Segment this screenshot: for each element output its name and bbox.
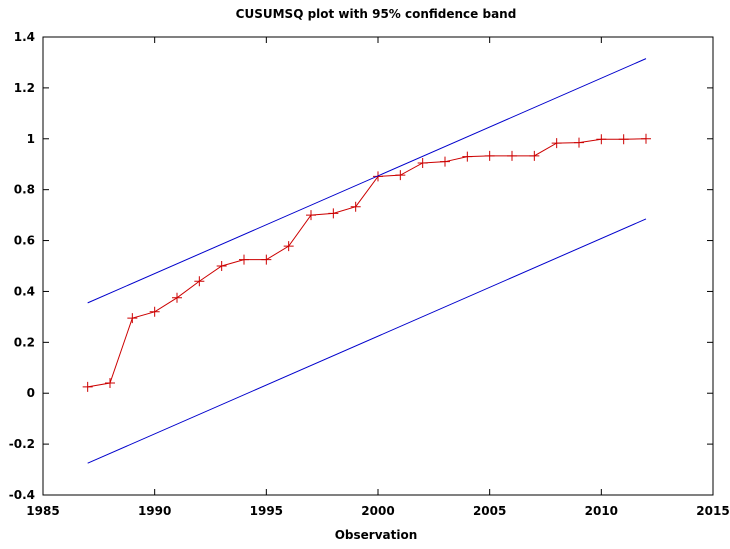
plot-frame <box>42 36 714 496</box>
y-tick-label: 0.2 <box>14 335 35 349</box>
data-point-marker <box>484 150 495 161</box>
data-point-marker <box>82 381 93 392</box>
data-point-marker <box>172 292 182 303</box>
x-tick-label: 1985 <box>26 504 59 518</box>
x-axis-label: Observation <box>335 528 418 542</box>
axis-layer: 1985 1990 1995 2000 2005 2010 2015 -0.4 -0.2 0 0.2… <box>9 30 730 518</box>
lower-confidence-bound-line <box>87 218 647 464</box>
data-point-marker <box>551 138 562 149</box>
y-tick-label: -0.2 <box>9 437 35 451</box>
data-point-marker <box>373 171 383 182</box>
y-tick-label: 0.8 <box>14 183 35 197</box>
y-tick-label: 0 <box>27 386 35 400</box>
data-point-marker <box>105 378 115 389</box>
y-tick-label: 0.6 <box>14 234 35 248</box>
data-point-marker <box>283 241 294 252</box>
data-point-marker <box>395 170 406 181</box>
data-point-marker <box>127 313 138 324</box>
upper-confidence-bound-line <box>87 58 647 304</box>
chart-title: CUSUMSQ plot with 95% confidence band <box>236 7 517 21</box>
data-point-marker <box>596 134 607 145</box>
data-point-marker <box>350 201 361 212</box>
x-tick-label: 2005 <box>473 504 506 518</box>
data-point-marker <box>574 137 584 148</box>
data-point-marker <box>417 157 428 168</box>
data-point-marker <box>462 151 473 162</box>
data-point-marker <box>641 133 651 144</box>
y-tick-label: 1.4 <box>14 30 35 44</box>
data-point-marker <box>440 156 450 167</box>
y-tick-label: 1 <box>27 132 35 146</box>
data-point-marker <box>306 210 316 221</box>
x-tick-label: 2015 <box>696 504 729 518</box>
x-tick-label: 1990 <box>138 504 171 518</box>
data-point-marker <box>328 208 339 219</box>
y-tick-label: 0.4 <box>14 284 35 298</box>
data-point-marker <box>529 150 540 161</box>
data-point-marker <box>507 150 517 161</box>
data-point-marker <box>216 261 227 271</box>
data-point-marker <box>618 134 629 145</box>
data-point-marker <box>194 276 205 287</box>
y-tick-label: 1.2 <box>14 81 35 95</box>
data-point-marker <box>261 254 272 265</box>
x-tick-label: 1995 <box>250 504 283 518</box>
x-tick-label: 2010 <box>585 504 618 518</box>
cusumsq-line <box>87 138 647 388</box>
data-point-marker <box>239 254 249 265</box>
x-tick-label: 2000 <box>361 504 394 518</box>
data-point-marker <box>149 306 160 317</box>
series-layer <box>82 58 651 464</box>
y-tick-label: -0.4 <box>9 488 35 502</box>
